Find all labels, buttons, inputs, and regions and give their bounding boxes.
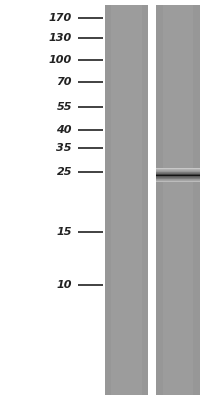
Bar: [156, 175, 200, 176]
Text: 25: 25: [57, 167, 72, 177]
Bar: [156, 170, 200, 171]
Text: 15: 15: [57, 227, 72, 237]
Bar: [156, 5, 200, 395]
Text: 100: 100: [49, 55, 72, 65]
Bar: [163, 5, 193, 395]
Bar: [156, 169, 200, 170]
Bar: [156, 174, 200, 175]
Text: 10: 10: [57, 280, 72, 290]
Bar: [156, 172, 200, 173]
Bar: [105, 5, 148, 395]
Text: 55: 55: [57, 102, 72, 112]
Text: 70: 70: [57, 77, 72, 87]
Bar: [156, 180, 200, 181]
Bar: [156, 173, 200, 174]
Bar: [156, 176, 200, 177]
Bar: [156, 181, 200, 182]
Bar: [156, 178, 200, 179]
Text: 130: 130: [49, 33, 72, 43]
Text: 170: 170: [49, 13, 72, 23]
Text: 35: 35: [57, 143, 72, 153]
Text: 40: 40: [57, 125, 72, 135]
Bar: [148, 5, 156, 395]
Bar: [111, 5, 142, 395]
Bar: [156, 177, 200, 178]
Bar: [156, 168, 200, 169]
Bar: [156, 171, 200, 172]
Bar: [156, 179, 200, 180]
